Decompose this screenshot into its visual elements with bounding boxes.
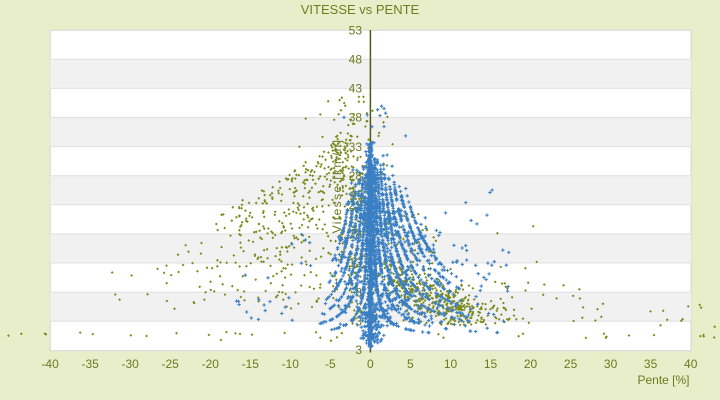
svg-text:VITESSE vs PENTE: VITESSE vs PENTE [301, 2, 420, 17]
svg-text:5: 5 [407, 357, 414, 371]
svg-text:25: 25 [564, 357, 578, 371]
svg-text:48: 48 [349, 53, 363, 67]
svg-text:38: 38 [349, 111, 363, 125]
svg-text:-20: -20 [202, 357, 220, 371]
svg-text:-35: -35 [82, 357, 100, 371]
svg-text:3: 3 [355, 314, 362, 328]
svg-text:35: 35 [644, 357, 658, 371]
svg-text:15: 15 [484, 357, 498, 371]
svg-text:30: 30 [604, 357, 618, 371]
svg-text:43: 43 [349, 82, 363, 96]
svg-text:0: 0 [367, 357, 374, 371]
svg-text:-10: -10 [282, 357, 300, 371]
svg-text:Pente [%]: Pente [%] [637, 373, 689, 387]
svg-text:-30: -30 [122, 357, 140, 371]
svg-text:10: 10 [444, 357, 458, 371]
svg-text:40: 40 [684, 357, 698, 371]
svg-text:53: 53 [349, 23, 363, 37]
svg-text:33: 33 [349, 140, 363, 154]
svg-text:3: 3 [355, 343, 362, 357]
svg-text:-25: -25 [162, 357, 180, 371]
svg-text:20: 20 [524, 357, 538, 371]
svg-text:-5: -5 [325, 357, 336, 371]
svg-text:-15: -15 [242, 357, 260, 371]
svg-text:-40: -40 [41, 357, 59, 371]
